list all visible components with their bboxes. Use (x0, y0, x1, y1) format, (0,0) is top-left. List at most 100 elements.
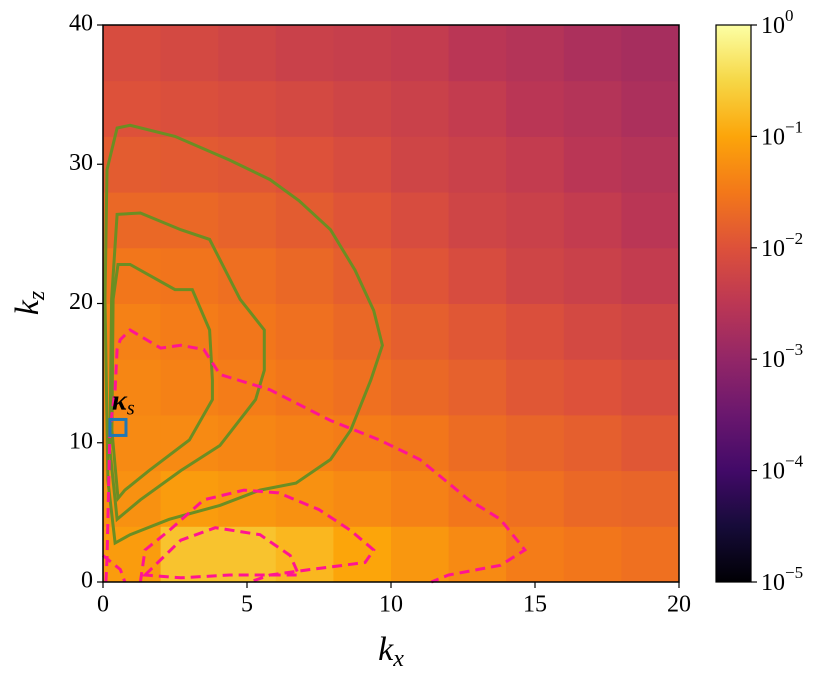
colorbar-tick-base: 10 (761, 13, 785, 39)
heatmap-cell (218, 192, 277, 249)
x-label-sub: x (392, 646, 404, 672)
heatmap-cell (448, 359, 507, 416)
heatmap-cell (391, 414, 450, 472)
heatmap-cell (506, 303, 565, 360)
y-tick-label: 30 (69, 150, 93, 176)
heatmap-cell (333, 25, 392, 82)
heatmap-cell (621, 359, 680, 416)
heatmap-cell (448, 414, 507, 472)
heatmap-cell (103, 80, 162, 137)
heatmap-cell (621, 414, 680, 472)
heatmap-cell (621, 25, 680, 82)
contour-line (103, 123, 384, 546)
heatmap-cell (333, 303, 392, 360)
heatmap-cell (218, 136, 277, 193)
heatmap-cell (160, 359, 219, 416)
y-axis-label: kz (9, 290, 50, 315)
heatmap-cell (333, 470, 392, 527)
heatmap-cell (103, 25, 162, 82)
x-tick-label: 15 (523, 592, 547, 618)
y-label-sub: z (24, 290, 50, 301)
heatmap-cell (275, 414, 334, 472)
colorbar-tick-exponent: −2 (785, 229, 803, 248)
annotation-marker (108, 417, 128, 437)
colorbar-tick-base: 10 (761, 570, 785, 596)
heatmap-cell (621, 526, 680, 583)
heatmap-cell (275, 80, 334, 137)
y-tick-label: 0 (81, 568, 93, 594)
heatmap-cell (448, 136, 507, 193)
colorbar-tick-base: 10 (761, 124, 785, 150)
heatmap-cell (391, 247, 450, 304)
heatmap-cell (218, 414, 277, 472)
heatmap-cell (621, 470, 680, 527)
colorbar-tick-label: 100 (761, 6, 794, 39)
annotation-label: κs (112, 386, 135, 419)
heatmap-cell (275, 136, 334, 193)
heatmap-cell (103, 526, 162, 583)
colorbar-tick-exponent: −1 (785, 117, 803, 136)
heatmap-cell (563, 303, 622, 360)
colorbar-tick-exponent: −5 (785, 563, 803, 582)
annotation-sub: s (127, 397, 135, 419)
heatmap-cell (563, 414, 622, 472)
heatmap-cell (275, 303, 334, 360)
heatmap-cell (218, 526, 277, 583)
heatmap-cell (391, 359, 450, 416)
heatmap-cell (333, 136, 392, 193)
heatmap-cell (218, 470, 277, 527)
colorbar-tick-base: 10 (761, 235, 785, 261)
colorbar-tick-label: 10−5 (761, 563, 803, 596)
heatmap-cell (391, 25, 450, 82)
colorbar-tick-label: 10−3 (761, 340, 803, 373)
heatmap-cell (506, 470, 565, 527)
x-tick-label: 20 (667, 592, 691, 618)
heatmap-cell (563, 136, 622, 193)
heatmap-cell (448, 303, 507, 360)
heatmap-cell (333, 526, 392, 583)
heatmap-cell (563, 359, 622, 416)
heatmap-cell (621, 80, 680, 137)
heatmap-cell (103, 192, 162, 249)
heatmap-cell (333, 192, 392, 249)
heatmap-cell (333, 359, 392, 416)
heatmap-cell (506, 192, 565, 249)
heatmap-cell (448, 25, 507, 82)
heatmap-cell (160, 247, 219, 304)
heatmap-cell (621, 136, 680, 193)
heatmap-cell (391, 80, 450, 137)
colorbar (715, 24, 752, 583)
heatmap-cell (333, 80, 392, 137)
heatmap-cell (218, 80, 277, 137)
heatmap-cell (621, 303, 680, 360)
contour-line (110, 263, 214, 503)
contour-line (141, 526, 302, 580)
heatmap-cell (448, 247, 507, 304)
y-tick-label: 10 (69, 428, 93, 454)
heatmap-cell (506, 247, 565, 304)
heatmap-cell (391, 303, 450, 360)
heatmap-cell (506, 136, 565, 193)
x-tick-label: 0 (97, 592, 109, 618)
heatmap-cell (160, 414, 219, 472)
heatmap-cell (391, 526, 450, 583)
colorbar-tick-label: 10−1 (761, 117, 803, 150)
heatmap-cell (391, 192, 450, 249)
heatmap-cell (160, 526, 219, 583)
heatmap-cell (448, 192, 507, 249)
heatmap-cell (563, 470, 622, 527)
contour-line (102, 554, 127, 583)
y-tick-label: 40 (69, 11, 93, 37)
colorbar-tick-label: 10−4 (761, 452, 804, 485)
x-tick-label: 5 (241, 592, 253, 618)
heatmap-cell (275, 470, 334, 527)
x-label-main: k (378, 631, 394, 668)
heatmap-cell (563, 25, 622, 82)
heatmap-cell (506, 526, 565, 583)
heatmap-cell (218, 303, 277, 360)
contour-line (104, 328, 528, 584)
heatmap-cell (448, 526, 507, 583)
heatmap-cell (621, 247, 680, 304)
annotation-main: κ (112, 386, 128, 417)
